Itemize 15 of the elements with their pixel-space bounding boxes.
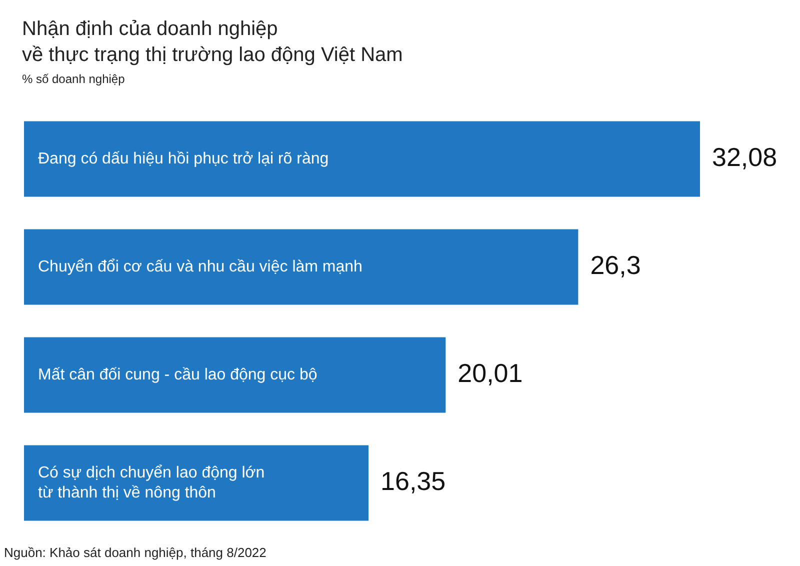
data-label: 26,3	[590, 250, 641, 280]
y-tick-label: Chuyển đổi cơ cấu và nhu cầu việc làm mạnh	[38, 258, 362, 276]
data-label: 20,01	[458, 358, 523, 388]
bar	[24, 445, 369, 521]
bar	[24, 121, 700, 197]
data-label: 32,08	[712, 142, 778, 172]
chart-subtitle: % số doanh nghiệp	[22, 72, 125, 86]
y-tick-label: Đang có dấu hiệu hồi phục trở lại rõ ràng	[38, 150, 329, 168]
bar	[24, 229, 578, 305]
data-label: 16,35	[380, 466, 446, 496]
chart-title: Nhận định của doanh nghiệp về thực trạng thị trường lao động Việt Nam	[22, 17, 403, 68]
bar	[24, 337, 446, 413]
y-tick-label: Mất cân đối cung - cầu lao động cục bộ	[38, 366, 318, 384]
text: Nguồn: Khảo sát doanh nghiệp, tháng 8/2022	[4, 545, 266, 560]
y-tick-label: Có sự dịch chuyển lao động lớn từ thành thị về nông thôn	[38, 464, 265, 502]
